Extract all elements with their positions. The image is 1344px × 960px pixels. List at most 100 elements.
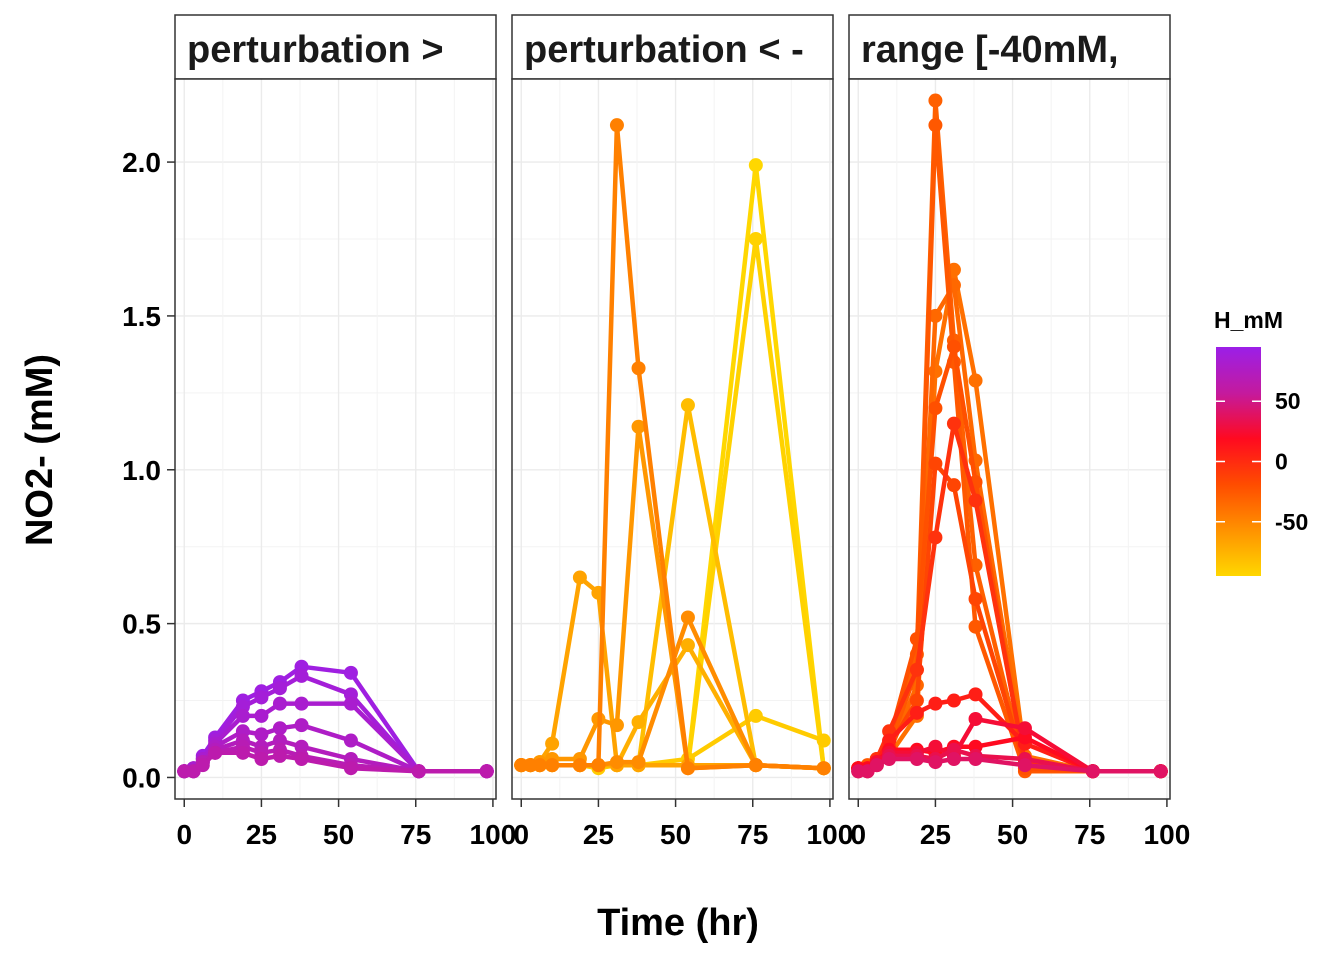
y-tick-label: 2.0 <box>122 147 161 178</box>
data-point <box>343 665 358 680</box>
facet-panel: range [-40mM, <box>848 14 1171 800</box>
data-point <box>680 761 695 776</box>
data-point <box>545 736 560 751</box>
data-point <box>1017 758 1032 773</box>
x-tick-label: 75 <box>737 819 768 850</box>
data-point <box>968 712 983 726</box>
data-point <box>294 752 309 766</box>
data-point <box>591 758 606 773</box>
x-tick-label: 75 <box>400 819 431 850</box>
data-point <box>928 696 943 711</box>
data-point <box>254 690 269 705</box>
legend-ticks: 50 0 -50 <box>1216 388 1308 535</box>
x-tick-label: 50 <box>997 819 1028 850</box>
data-point <box>235 708 250 723</box>
data-point <box>946 478 961 493</box>
data-point <box>1153 764 1168 779</box>
data-point <box>294 668 309 683</box>
data-point <box>294 718 309 733</box>
y-tick-label: 0.5 <box>122 609 161 640</box>
legend-label: -50 <box>1275 509 1308 535</box>
y-tick-label: 0.0 <box>122 762 161 793</box>
data-point <box>680 610 695 625</box>
panel-border <box>848 78 1171 800</box>
legend-title: H_mM <box>1214 307 1283 333</box>
data-point <box>946 752 961 766</box>
data-point <box>680 398 695 413</box>
data-point <box>928 401 943 416</box>
data-point <box>631 361 646 376</box>
y-tick-label: 1.5 <box>122 301 161 332</box>
data-point <box>343 733 358 748</box>
data-point <box>928 308 943 323</box>
data-point <box>748 758 763 773</box>
data-point <box>294 696 309 711</box>
data-point <box>968 752 983 766</box>
data-point <box>946 693 961 708</box>
x-tick-label: 25 <box>246 819 277 850</box>
color-legend: H_mM 50 0 -50 <box>1214 307 1308 576</box>
data-point <box>928 739 943 754</box>
data-point <box>272 748 287 763</box>
x-tick-label: 100 <box>470 819 517 850</box>
grid <box>512 79 833 799</box>
data-point <box>208 745 223 760</box>
data-point <box>411 764 426 779</box>
data-point <box>968 687 983 702</box>
facet-strip-label: perturbation < - <box>524 29 804 71</box>
data-point <box>928 456 943 471</box>
x-axis-title: Time (hr) <box>597 902 759 944</box>
x-tick-label: 100 <box>807 819 854 850</box>
facet-strip <box>511 14 834 80</box>
data-point <box>272 721 287 736</box>
facet-strip-label: perturbation > <box>187 29 444 71</box>
data-point <box>816 761 831 776</box>
data-point <box>479 764 494 779</box>
data-point <box>254 752 269 766</box>
data-point <box>545 758 560 773</box>
data-point <box>254 708 269 723</box>
x-tick-label: 0 <box>176 819 192 850</box>
data-point <box>928 530 943 545</box>
data-point <box>235 745 250 760</box>
data-point <box>946 339 961 354</box>
legend-label: 50 <box>1275 388 1301 414</box>
panels-layer: perturbation > perturbation < - range [-40… <box>174 14 1171 800</box>
data-point <box>1085 764 1100 779</box>
data-point <box>272 681 287 696</box>
facet-strip-label: range [-40mM, <box>861 29 1119 71</box>
data-point <box>968 619 983 634</box>
data-point <box>572 758 587 773</box>
data-point <box>1017 721 1032 736</box>
data-point <box>748 232 763 246</box>
data-point <box>609 755 624 770</box>
series-group <box>514 118 831 776</box>
data-point <box>909 662 924 677</box>
series-group <box>851 93 1168 779</box>
y-axis-title: NO2- (mM) <box>19 354 61 546</box>
x-tick-label: 0 <box>850 819 866 850</box>
data-point <box>968 592 983 606</box>
data-point <box>748 708 763 723</box>
facet-panel: perturbation > <box>174 14 497 800</box>
data-point <box>609 118 624 133</box>
data-point <box>272 696 287 711</box>
data-point <box>909 705 924 720</box>
data-point <box>968 373 983 388</box>
data-point <box>572 570 587 585</box>
data-point <box>816 733 831 748</box>
x-tick-label: 50 <box>323 819 354 850</box>
data-point <box>609 718 624 733</box>
data-point <box>343 696 358 711</box>
data-point <box>631 419 646 434</box>
x-tick-label: 50 <box>660 819 691 850</box>
data-point <box>909 693 924 708</box>
x-tick-label: 100 <box>1144 819 1191 850</box>
grid <box>175 79 496 799</box>
series-group <box>177 659 494 779</box>
data-point <box>748 158 763 173</box>
facet-panel: perturbation < - <box>511 14 834 800</box>
data-point <box>928 118 943 133</box>
data-point <box>631 715 646 730</box>
